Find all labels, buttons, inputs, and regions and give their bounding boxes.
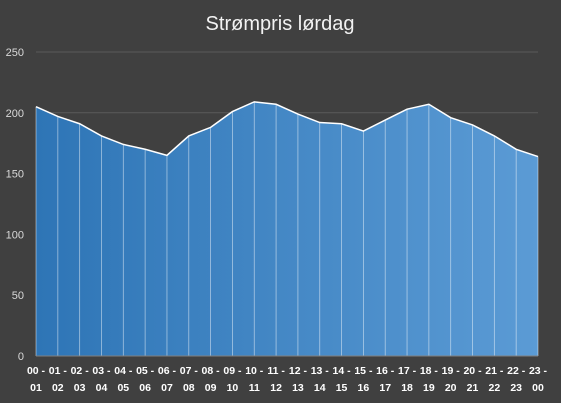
x-tick-label: 20 -21: [463, 365, 482, 394]
x-tick-label: 19 -20: [442, 365, 461, 394]
x-tick-label: 05 -06: [136, 365, 155, 394]
y-tick-label: 250: [6, 47, 24, 59]
y-tick-label: 150: [6, 169, 24, 181]
x-tick-label: 00 -01: [27, 365, 46, 394]
x-tick-label: 14 -15: [333, 365, 352, 394]
x-tick-label: 17 -18: [398, 365, 417, 394]
x-tick-label: 11 -12: [267, 365, 285, 394]
x-tick-label: 18 -19: [420, 365, 439, 394]
x-tick-label: 03 -04: [92, 365, 111, 394]
y-tick-label: 200: [6, 108, 24, 120]
y-tick-label: 0: [18, 351, 24, 363]
x-tick-label: 08 -09: [202, 365, 221, 394]
area-series: [35, 101, 539, 357]
x-tick-label: 22 -23: [507, 365, 526, 394]
x-tick-label: 23 -00: [529, 365, 548, 394]
y-tick-label: 100: [6, 229, 24, 241]
x-tick-label: 07 -08: [180, 365, 199, 394]
x-tick-label: 12 -13: [289, 365, 308, 394]
x-tick-label: 02 -03: [71, 365, 90, 394]
series-line: [35, 101, 539, 158]
y-tick-label: 50: [12, 290, 24, 302]
x-tick-label: 15 -16: [354, 365, 373, 394]
x-tick-label: 04 -05: [114, 365, 133, 394]
x-tick-label: 06 -07: [158, 365, 177, 394]
x-tick-label: 09 -10: [223, 365, 242, 394]
x-tick-label: 01 -02: [49, 365, 68, 394]
chart-title: Strømpris lørdag: [206, 13, 355, 35]
x-tick-label: 13 -14: [311, 365, 330, 394]
x-tick-label: 21 -22: [485, 365, 504, 394]
y-axis-ticks: 0 50 100 150 200 250: [6, 47, 24, 363]
area-fill: [36, 101, 538, 356]
x-tick-label: 10 -11: [245, 365, 264, 394]
x-tick-label: 16 -17: [376, 365, 395, 394]
